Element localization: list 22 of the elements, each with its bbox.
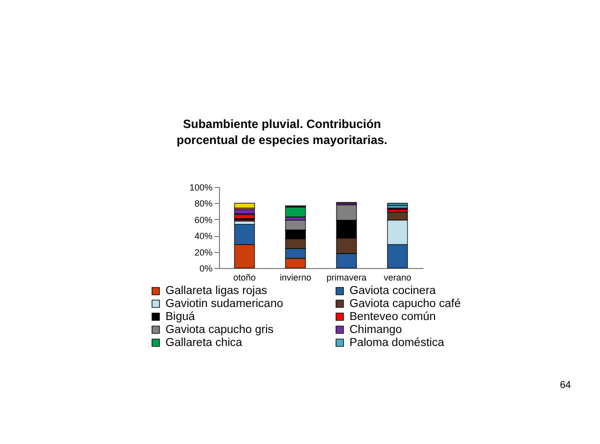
legend-label: Chimango xyxy=(350,324,402,336)
legend-label: Gallareta chica xyxy=(166,336,243,349)
legend-label: Gaviota capucho gris xyxy=(166,324,274,336)
x-tick-label: primavera xyxy=(326,272,367,282)
y-tick-label: 60% xyxy=(194,214,212,225)
y-tick-label: 100% xyxy=(189,182,212,192)
y-tick-label: 40% xyxy=(194,231,212,242)
x-tick-label: verano xyxy=(384,272,412,282)
y-tick-label: 0% xyxy=(199,264,212,274)
legend-label: Gaviotin sudamericano xyxy=(166,298,284,310)
legend-label: Benteveo común xyxy=(350,310,436,323)
chart-title: Subambiente pluvial. Contribución porcentual de especies mayoritarias. xyxy=(176,117,388,147)
legend-label: Paloma doméstica xyxy=(350,336,445,349)
x-tick-label: invierno xyxy=(280,272,312,282)
y-tick-label: 20% xyxy=(194,247,212,258)
y-tick-label: 80% xyxy=(194,198,212,209)
legend-label: Biguá xyxy=(166,310,196,323)
legend-label: Gaviota capucho café xyxy=(350,298,461,310)
text: 64 xyxy=(560,380,572,391)
legend-label: Gallareta ligas rojas xyxy=(166,285,268,298)
legend-label: Gaviota cocinera xyxy=(350,285,436,298)
x-tick-label: otoño xyxy=(233,272,256,282)
